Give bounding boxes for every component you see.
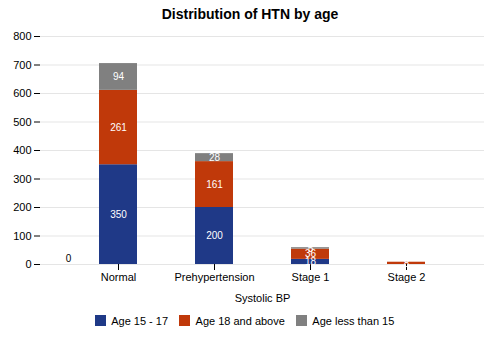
svg-text:800: 800 bbox=[13, 30, 31, 42]
svg-text:Stage 2: Stage 2 bbox=[388, 271, 426, 283]
svg-text:200: 200 bbox=[13, 201, 31, 213]
svg-text:8: 8 bbox=[404, 258, 410, 269]
svg-text:300: 300 bbox=[13, 173, 31, 185]
svg-text:500: 500 bbox=[13, 116, 31, 128]
svg-text:28: 28 bbox=[209, 152, 221, 163]
svg-text:18: 18 bbox=[304, 256, 317, 268]
svg-text:161: 161 bbox=[206, 179, 223, 190]
svg-text:400: 400 bbox=[13, 144, 31, 156]
svg-text:Systolic BP: Systolic BP bbox=[235, 292, 291, 304]
svg-text:261: 261 bbox=[110, 122, 127, 133]
svg-text:Prehypertension: Prehypertension bbox=[174, 271, 254, 283]
svg-text:Normal: Normal bbox=[101, 271, 136, 283]
svg-text:Stage 1: Stage 1 bbox=[292, 271, 330, 283]
svg-text:350: 350 bbox=[110, 209, 127, 220]
svg-text:200: 200 bbox=[206, 230, 223, 241]
svg-text:0: 0 bbox=[66, 253, 72, 264]
html-text:Age 15 - 17: Age 15 - 17 bbox=[111, 314, 168, 327]
html-text:Age 18 and above: Age 18 and above bbox=[195, 314, 285, 327]
svg-text:94: 94 bbox=[113, 71, 125, 82]
svg-text:600: 600 bbox=[13, 87, 31, 99]
svg-text:36: 36 bbox=[304, 248, 317, 260]
svg-text:5: 5 bbox=[308, 243, 314, 254]
html-text:Distribution of HTN by age: Distribution of HTN by age bbox=[161, 6, 339, 22]
svg-text:700: 700 bbox=[13, 59, 31, 71]
html-text:Age less than 15: Age less than 15 bbox=[312, 314, 395, 327]
svg-text:100: 100 bbox=[13, 230, 31, 242]
svg-text:0: 0 bbox=[25, 258, 31, 270]
